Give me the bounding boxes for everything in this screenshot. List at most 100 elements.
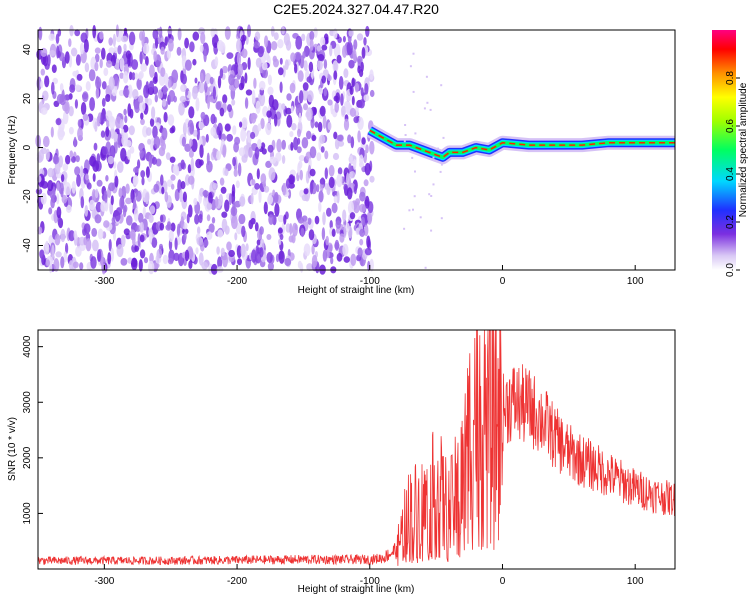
heatmap-noise-cell (235, 222, 243, 235)
heatmap-noise-cell (309, 146, 317, 159)
heatmap-noise-cell (254, 31, 261, 41)
heatmap-noise-cell (238, 213, 246, 225)
heatmap-noise-cell (122, 206, 127, 218)
heatmap-noise-cell (238, 82, 244, 91)
heatmap-noise-cell (97, 228, 104, 240)
heatmap-noise-cell (115, 24, 119, 38)
heatmap-noise-cell (54, 233, 61, 246)
heatmap-noise-cell (318, 87, 323, 95)
heatmap-noise-cell (299, 90, 304, 104)
heatmap-noise-cell (282, 65, 286, 78)
heatmap-noise-cell (311, 254, 318, 268)
heatmap-noise-cell (232, 201, 236, 215)
heatmap-noise-cell (55, 118, 62, 126)
heatmap-noise-cell (358, 99, 365, 109)
heatmap-noise-cell (349, 153, 353, 164)
heatmap-y-tick-label: -20 (22, 189, 33, 204)
heatmap-noise-cell (199, 44, 204, 53)
heatmap-noise-cell (89, 97, 95, 112)
heatmap-noise-cell (123, 43, 127, 51)
heatmap-noise-cell (96, 153, 101, 164)
heatmap-noise-cell (200, 111, 206, 120)
heatmap-noise-cell (161, 142, 166, 151)
heatmap-noise-cell (144, 192, 150, 205)
heatmap-noise-cell (289, 82, 296, 94)
heatmap-noise-cell (235, 180, 240, 189)
heatmap-noise-cell (306, 76, 312, 83)
heatmap-noise-cell (123, 228, 130, 236)
heatmap-noise-cell (122, 88, 130, 97)
heatmap-sparse-cell (430, 195, 433, 197)
heatmap-noise-cell (364, 83, 369, 96)
heatmap-noise-cell (294, 51, 302, 61)
heatmap-noise-cell (108, 37, 113, 46)
heatmap-noise-cell (173, 95, 178, 103)
heatmap-sparse-cell (403, 140, 406, 143)
heatmap-noise-cell (254, 183, 260, 190)
heatmap-sparse-cell (403, 227, 406, 230)
heatmap-noise-cell (245, 89, 253, 96)
heatmap-noise-cell (222, 144, 227, 158)
heatmap-noise-cell (261, 61, 268, 71)
heatmap-noise-cell (255, 100, 261, 114)
heatmap-noise-cell (348, 59, 355, 69)
heatmap-noise-cell (273, 32, 279, 41)
snr-x-tick-label: 0 (500, 576, 506, 587)
heatmap-noise-cell (369, 89, 375, 98)
heatmap-noise-cell (212, 86, 216, 100)
heatmap-noise-cell (278, 67, 284, 76)
heatmap-noise-cell (139, 234, 145, 243)
heatmap-sparse-cell (425, 75, 428, 78)
heatmap-noise-cell (198, 81, 205, 94)
heatmap-noise-cell (70, 47, 78, 57)
heatmap-noise-cell (287, 189, 292, 199)
colorbar-tick-label: 0.8 (725, 71, 736, 85)
heatmap-noise-cell (348, 29, 354, 37)
heatmap-noise-cell (260, 142, 266, 150)
heatmap-noise-cell (227, 104, 232, 113)
heatmap-noise-cell (336, 252, 343, 262)
heatmap-noise-cell (91, 227, 98, 237)
heatmap-noise-cell (195, 97, 200, 112)
heatmap-noise-cell (129, 229, 136, 241)
heatmap-noise-cell (93, 142, 98, 151)
heatmap-noise-cell (221, 211, 228, 218)
heatmap-noise-cell (169, 156, 176, 163)
heatmap-noise-cell (353, 184, 357, 195)
heatmap-noise-cell (140, 118, 145, 126)
snr-y-tick-label: 4000 (22, 335, 33, 358)
heatmap-noise-cell (326, 207, 332, 217)
heatmap-noise-cell (154, 71, 158, 83)
heatmap-noise-cell (163, 111, 168, 123)
heatmap-noise-cell (117, 28, 123, 38)
heatmap-noise-cell (153, 50, 158, 62)
heatmap-noise-cell (40, 68, 45, 76)
heatmap-noise-cell (345, 222, 350, 233)
heatmap-noise-cell (77, 119, 82, 128)
heatmap-noise-cell (284, 59, 289, 71)
heatmap-noise-cell (69, 150, 74, 158)
heatmap-noise-cell (47, 167, 55, 178)
heatmap-noise-cell (142, 42, 150, 55)
heatmap-noise-cell (64, 182, 71, 196)
heatmap-noise-cell (291, 123, 297, 131)
heatmap-noise-cell (353, 39, 358, 50)
heatmap-noise-cell (76, 73, 83, 81)
heatmap-noise-cell (231, 184, 236, 197)
heatmap-noise-cell (266, 110, 272, 118)
heatmap-noise-cell (349, 107, 356, 117)
heatmap-noise-cell (56, 206, 62, 219)
heatmap-noise-cell (192, 86, 198, 100)
heatmap-noise-cell (56, 181, 60, 192)
snr-series-line (37, 329, 676, 566)
heatmap-x-ticks: -300 -200 -100 0 100 (94, 265, 644, 287)
heatmap-noise-cell (281, 155, 286, 164)
heatmap-noise-cell (145, 56, 149, 66)
heatmap-sparse-cell (442, 136, 445, 139)
heatmap-noise-cell (120, 234, 126, 247)
heatmap-noise-cell (112, 33, 116, 47)
heatmap-noise-cell (129, 146, 135, 154)
heatmap-noise-cell (293, 136, 299, 151)
heatmap-noise-cell (64, 51, 70, 64)
